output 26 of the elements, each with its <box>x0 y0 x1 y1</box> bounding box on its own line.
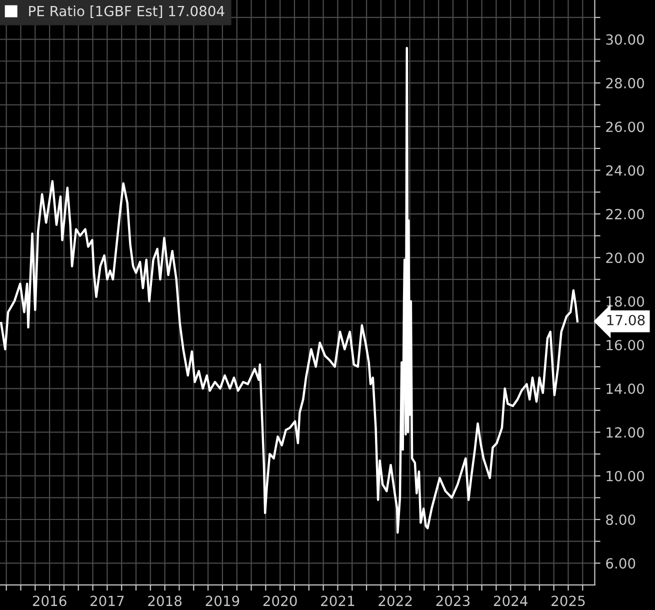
x-tick-label: 2025 <box>552 596 585 606</box>
text: 17.08 <box>607 314 645 326</box>
x-tick-label: 2024 <box>494 596 528 606</box>
y-tick-label: 12.00 <box>606 427 644 438</box>
y-tick-label: 30.00 <box>606 34 644 45</box>
x-tick-label: 2020 <box>263 596 297 606</box>
y-tick-label: 18.00 <box>606 296 644 307</box>
y-tick-label: 10.00 <box>606 470 644 482</box>
legend-label: PE Ratio [1GBF Est] 17.0804 <box>29 6 224 18</box>
y-tick-label: 20.00 <box>606 252 644 264</box>
y-tick-label: 6.00 <box>606 558 636 569</box>
x-tick-label: 2022 <box>378 596 412 606</box>
y-tick-label: 14.00 <box>606 384 644 394</box>
y-tick-label: 26.00 <box>606 122 644 132</box>
line-series <box>0 46 579 534</box>
x-tick-label: 2019 <box>206 596 240 606</box>
y-tick-label: 8.00 <box>606 514 636 525</box>
x-tick-label: 2017 <box>90 596 124 606</box>
y-tick-label: 24.00 <box>606 165 644 176</box>
x-tick-label: 2021 <box>321 596 354 606</box>
y-tick-label: 22.00 <box>606 208 644 220</box>
x-tick-label: 2016 <box>32 596 66 606</box>
x-tick-label: 2018 <box>148 596 182 606</box>
y-tick-label: 16.00 <box>606 340 644 350</box>
y-tick-label: 28.00 <box>606 78 644 88</box>
x-tick-label: 2023 <box>436 596 470 606</box>
